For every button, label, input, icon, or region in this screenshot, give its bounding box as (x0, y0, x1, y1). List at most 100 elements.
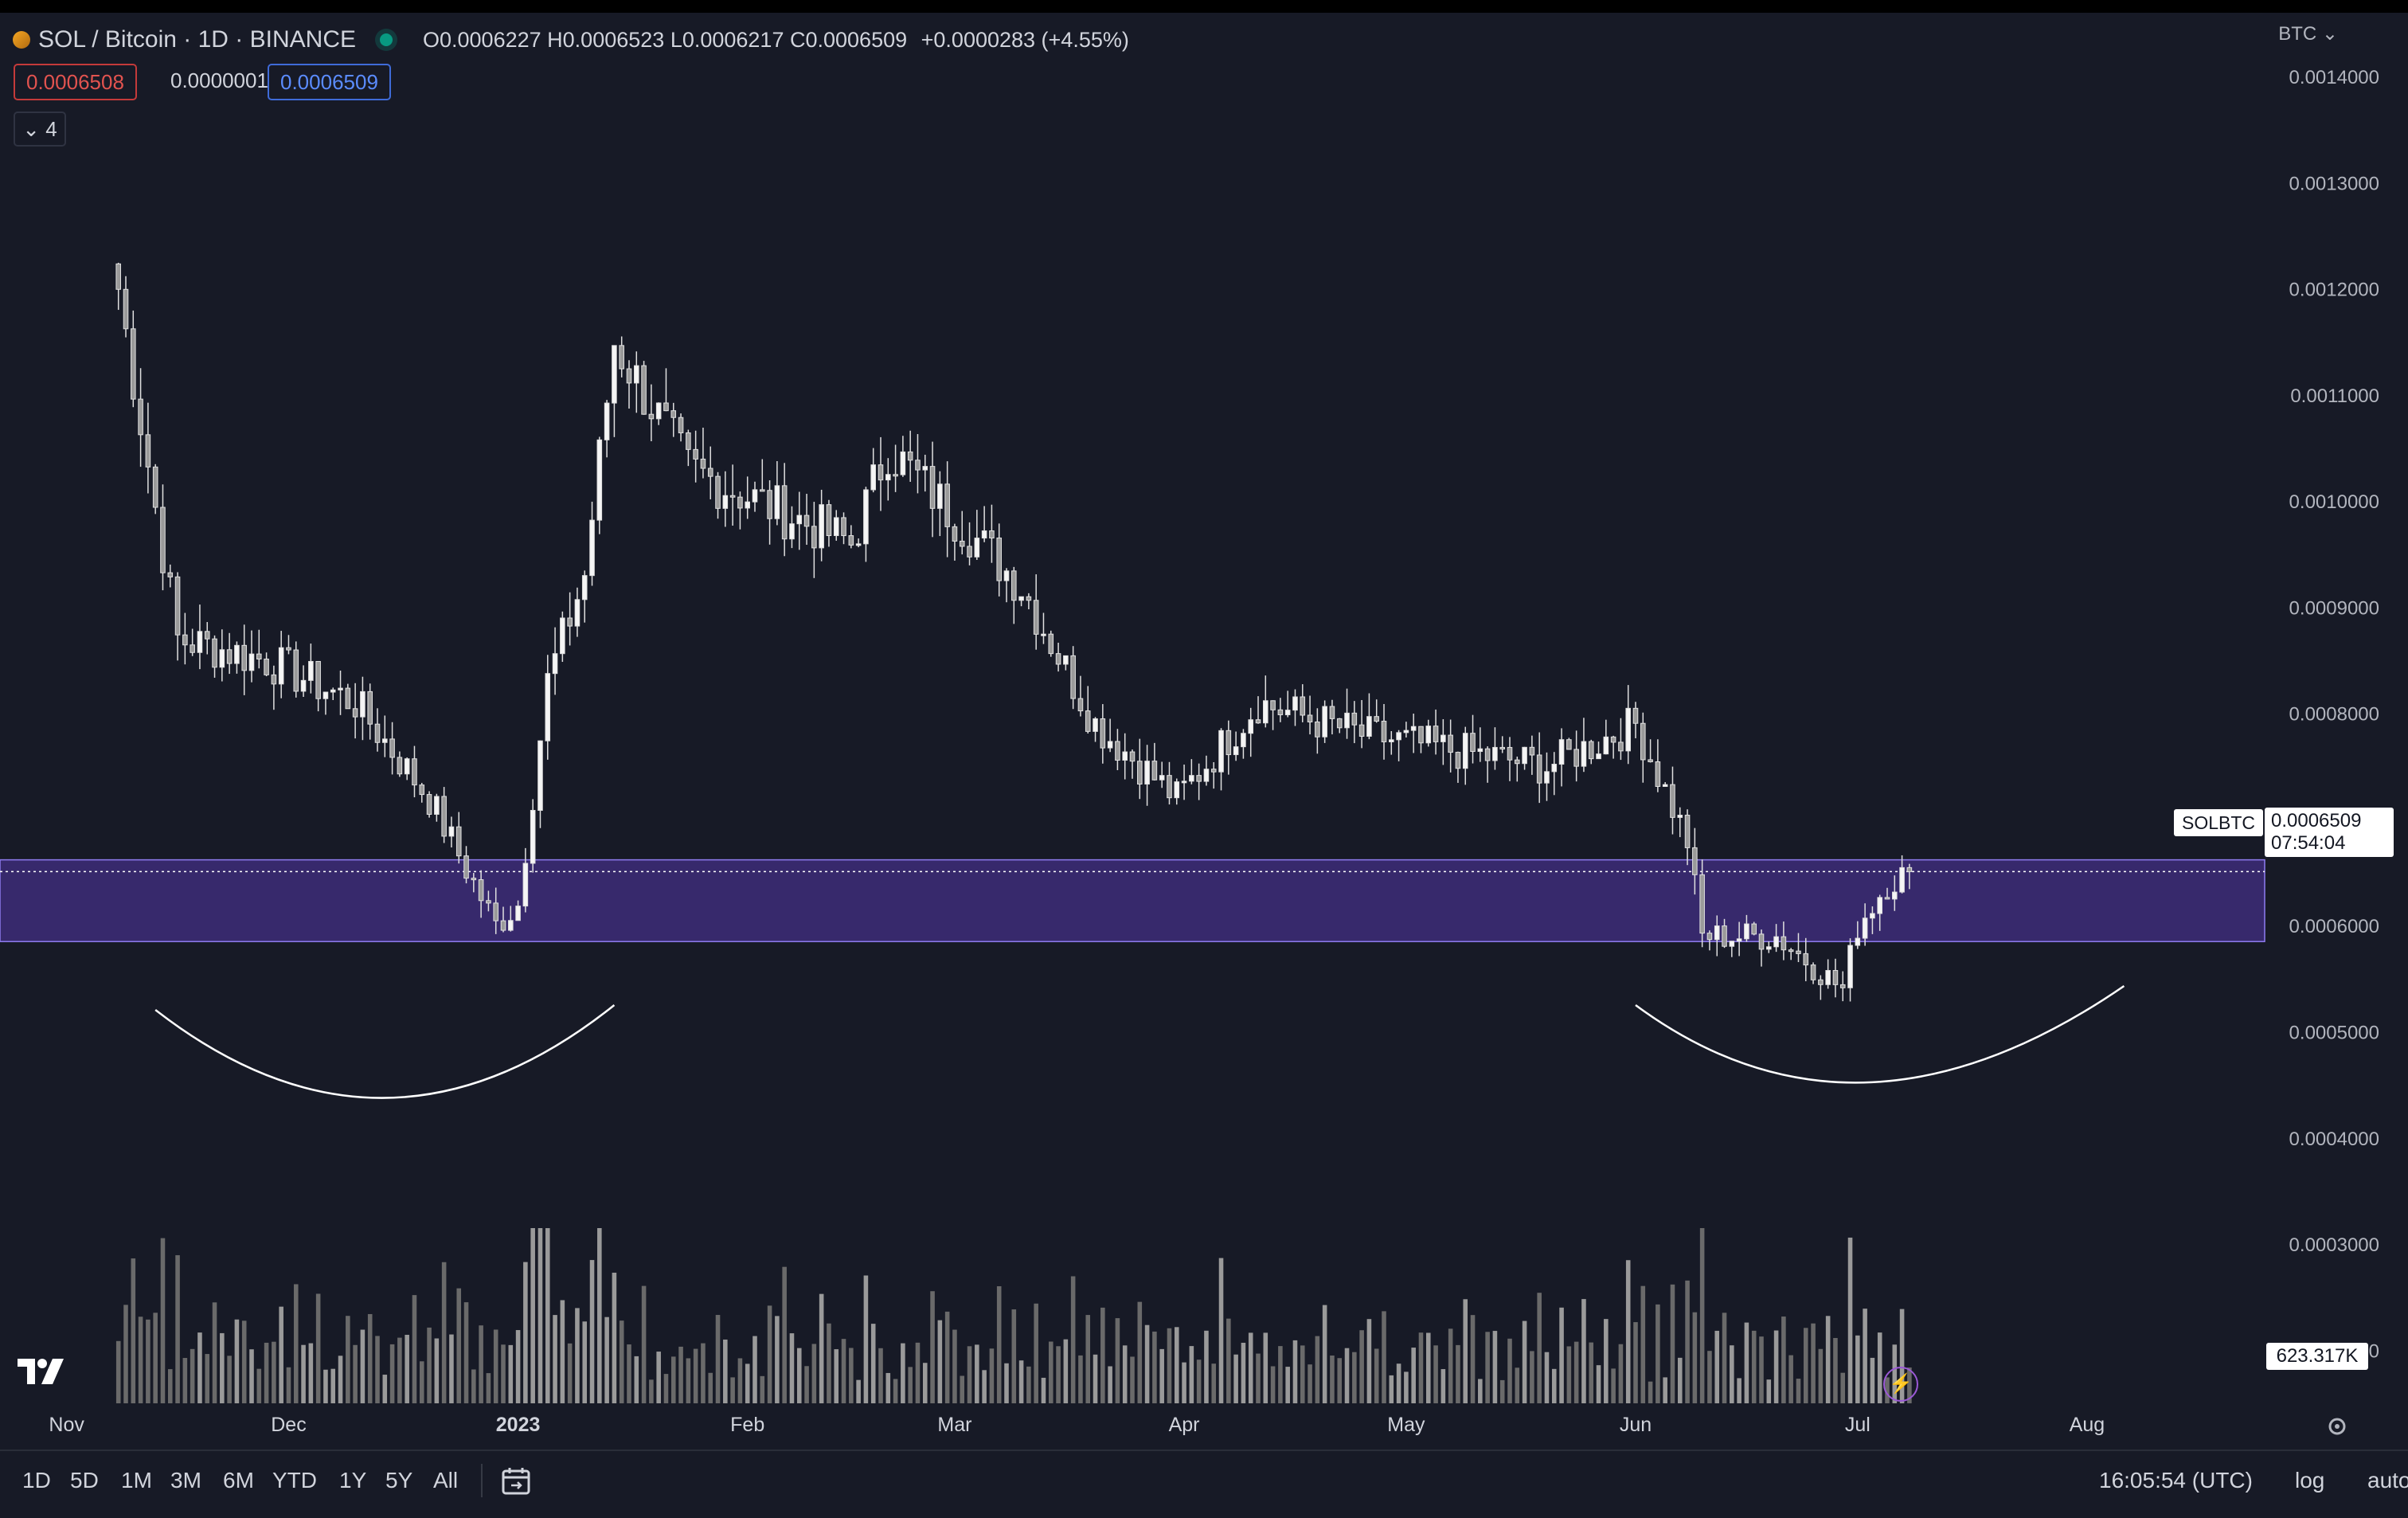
tradingview-logo-icon[interactable] (18, 1357, 68, 1386)
volume-bar (641, 1285, 647, 1403)
candle-body (1389, 739, 1394, 742)
candle-body (1751, 923, 1757, 935)
range-button-1m[interactable]: 1M (121, 1468, 152, 1493)
range-button-5y[interactable]: 5Y (385, 1468, 413, 1493)
candle-body (1055, 653, 1061, 665)
sell-price-button[interactable]: 0.0006508 (14, 64, 137, 100)
candle-body (434, 796, 440, 815)
candle-body (1558, 739, 1565, 765)
range-button-1y[interactable]: 1Y (339, 1468, 367, 1493)
range-button-ytd[interactable]: YTD (272, 1468, 317, 1493)
volume-bar (1566, 1346, 1572, 1403)
auto-scale-button[interactable]: auto (2367, 1468, 2408, 1493)
volume-bar (1507, 1338, 1512, 1403)
candle-body (967, 546, 972, 558)
volume-bar (1751, 1330, 1757, 1403)
spread-value: 0.0000001 (170, 68, 268, 92)
candle-body (1632, 707, 1639, 724)
volume-bar (1063, 1339, 1069, 1403)
candle-body (1522, 746, 1527, 765)
volume-bar (1315, 1336, 1320, 1403)
rounded-bottom-curve (1635, 984, 2125, 1084)
volume-bar (1108, 1366, 1112, 1403)
flash-icon[interactable]: ⚡ (1883, 1367, 1918, 1402)
candle-body (974, 538, 980, 558)
candle-body (1440, 734, 1446, 742)
volume-bar (146, 1319, 150, 1403)
calendar-icon[interactable] (500, 1465, 532, 1497)
candle-body (1315, 721, 1320, 737)
candle-body (1122, 751, 1128, 761)
volume-bar (627, 1344, 631, 1403)
range-button-all[interactable]: All (433, 1468, 459, 1493)
candle-body (789, 523, 795, 540)
utc-clock[interactable]: 16:05:54 (UTC) (2099, 1468, 2253, 1493)
volume-bar (952, 1329, 957, 1403)
volume-bar (441, 1262, 447, 1403)
range-button-6m[interactable]: 6M (223, 1468, 254, 1493)
volume-bar (612, 1272, 617, 1403)
volume-bar (131, 1258, 136, 1403)
volume-bar (915, 1342, 921, 1403)
volume-bar (160, 1238, 166, 1403)
candle-body (567, 617, 573, 627)
volume-bar (944, 1311, 950, 1403)
volume-bar (1041, 1377, 1046, 1403)
volume-bar (264, 1342, 269, 1403)
volume-bar (1270, 1366, 1276, 1403)
candle-body (1551, 764, 1558, 773)
volume-bar (1796, 1379, 1801, 1403)
volume-bar (967, 1346, 972, 1403)
buy-price-button[interactable]: 0.0006509 (268, 64, 391, 100)
volume-bar (1278, 1346, 1283, 1403)
range-button-3m[interactable]: 3M (170, 1468, 201, 1493)
range-button-1d[interactable]: 1D (22, 1468, 51, 1493)
candle-body (826, 504, 832, 537)
candle-body (1100, 718, 1106, 749)
volume-bar (760, 1375, 765, 1403)
range-button-5d[interactable]: 5D (70, 1468, 99, 1493)
ohlc-values: O0.0006227 H0.0006523 L0.0006217 C0.0006… (423, 28, 1129, 53)
candle-body (1870, 913, 1875, 919)
volume-bar (1263, 1332, 1268, 1403)
volume-bar (1189, 1346, 1194, 1403)
log-scale-button[interactable]: log (2295, 1468, 2325, 1493)
volume-bar (663, 1374, 669, 1403)
volume-bar (745, 1363, 750, 1403)
candle-body (1300, 696, 1306, 716)
volume-bar (708, 1372, 713, 1403)
support-zone-layer (0, 859, 2265, 942)
volume-bar (1048, 1341, 1054, 1403)
candle-body (1196, 775, 1202, 782)
candle-body (1839, 984, 1846, 988)
volume-bar (989, 1348, 995, 1403)
candle-body (1662, 784, 1668, 787)
symbol-title[interactable]: SOL / Bitcoin · 1D · BINANCE (38, 26, 356, 53)
candle-body (160, 507, 166, 573)
candle-body (1241, 733, 1246, 748)
settings-gear-icon[interactable] (2325, 1414, 2349, 1438)
volume-bar (360, 1329, 366, 1403)
volume-bar (508, 1344, 514, 1403)
candle-body (1499, 746, 1505, 749)
candle-body (1018, 596, 1024, 601)
candle-body (1374, 716, 1379, 722)
currency-selector[interactable]: BTC ⌄ (2278, 22, 2338, 45)
candle-body (1189, 775, 1194, 782)
symbol-header[interactable]: SOL / Bitcoin · 1D · BINANCE O0.0006227 … (13, 24, 1129, 56)
volume-bar (1018, 1360, 1024, 1403)
volume-bar (885, 1372, 891, 1403)
candle-body (404, 758, 410, 775)
volume-bar (1418, 1332, 1424, 1403)
candle-body (737, 496, 743, 509)
volume-bar (1604, 1319, 1609, 1403)
volume-bar (1159, 1348, 1164, 1403)
indicators-toggle[interactable]: ⌄ 4 (14, 112, 66, 147)
candle-body (389, 738, 395, 758)
volume-bar (115, 1340, 121, 1403)
volume-bar (1352, 1352, 1357, 1403)
candle-body (560, 617, 565, 655)
y-tick-label: 0.0008000 (2289, 704, 2379, 726)
volume-bar (338, 1356, 343, 1403)
